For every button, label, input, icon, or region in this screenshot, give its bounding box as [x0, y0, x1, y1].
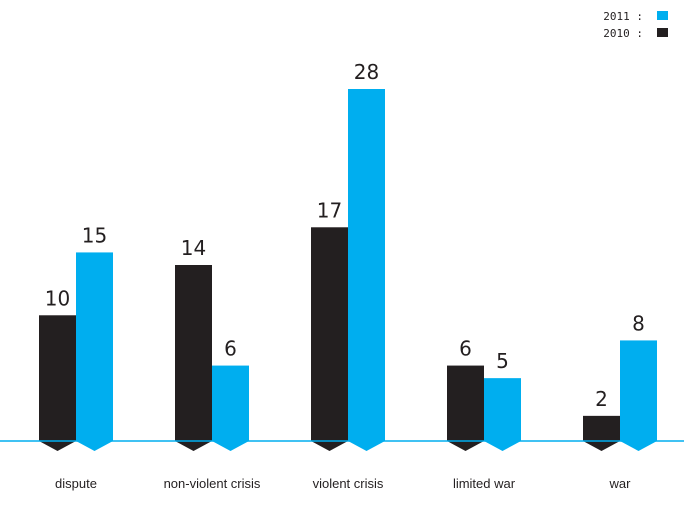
bar-2011-violent-crisis [348, 89, 385, 441]
bar-2010-limited-war [447, 365, 484, 441]
value-label-2010-dispute: 10 [45, 286, 70, 310]
bar-2011-dispute [76, 252, 113, 441]
value-label-2010-war: 2 [595, 387, 608, 411]
legend-swatch-2010 [657, 28, 668, 37]
bar-pointer-2010-dispute [39, 441, 76, 451]
category-label-violent-crisis: violent crisis [313, 476, 384, 491]
bar-pointer-2010-war [583, 441, 620, 451]
bar-2010-non-violent-crisis [175, 265, 212, 441]
legend-label-2011: 2011 : [603, 10, 643, 23]
bar-2011-war [620, 340, 657, 441]
value-label-2010-non-violent-crisis: 14 [181, 236, 206, 260]
value-label-2011-non-violent-crisis: 6 [224, 337, 237, 361]
bar-pointer-2011-war [620, 441, 657, 451]
value-label-2010-limited-war: 6 [459, 337, 472, 361]
bar-pointer-2011-non-violent-crisis [212, 441, 249, 451]
bar-pointer-2011-dispute [76, 441, 113, 451]
legend-label-2010: 2010 : [603, 27, 643, 40]
value-label-2011-war: 8 [632, 311, 645, 335]
bar-pointer-2010-violent-crisis [311, 441, 348, 451]
bar-pointer-2011-violent-crisis [348, 441, 385, 451]
category-labels: dispute non-violent crisis violent crisis l… [55, 476, 631, 491]
bar-2011-limited-war [484, 378, 521, 441]
bar-pointer-2010-non-violent-crisis [175, 441, 212, 451]
bar-group [39, 89, 657, 451]
bar-2010-dispute [39, 315, 76, 441]
chart-legend: 2011 : 2010 : [603, 10, 668, 40]
value-label-2011-limited-war: 5 [496, 349, 509, 373]
bar-pointer-2010-limited-war [447, 441, 484, 451]
bar-2011-non-violent-crisis [212, 365, 249, 441]
bar-pointer-2011-limited-war [484, 441, 521, 451]
bar-2010-war [583, 415, 620, 441]
bar-2010-violent-crisis [311, 227, 348, 441]
value-label-2011-violent-crisis: 28 [354, 60, 379, 84]
value-label-2011-dispute: 15 [82, 223, 107, 247]
category-label-war: war [609, 476, 632, 491]
category-label-limited-war: limited war [453, 476, 516, 491]
value-label-2010-violent-crisis: 17 [317, 198, 342, 222]
category-label-dispute: dispute [55, 476, 97, 491]
category-label-non-violent-crisis: non-violent crisis [164, 476, 261, 491]
legend-swatch-2011 [657, 11, 668, 20]
